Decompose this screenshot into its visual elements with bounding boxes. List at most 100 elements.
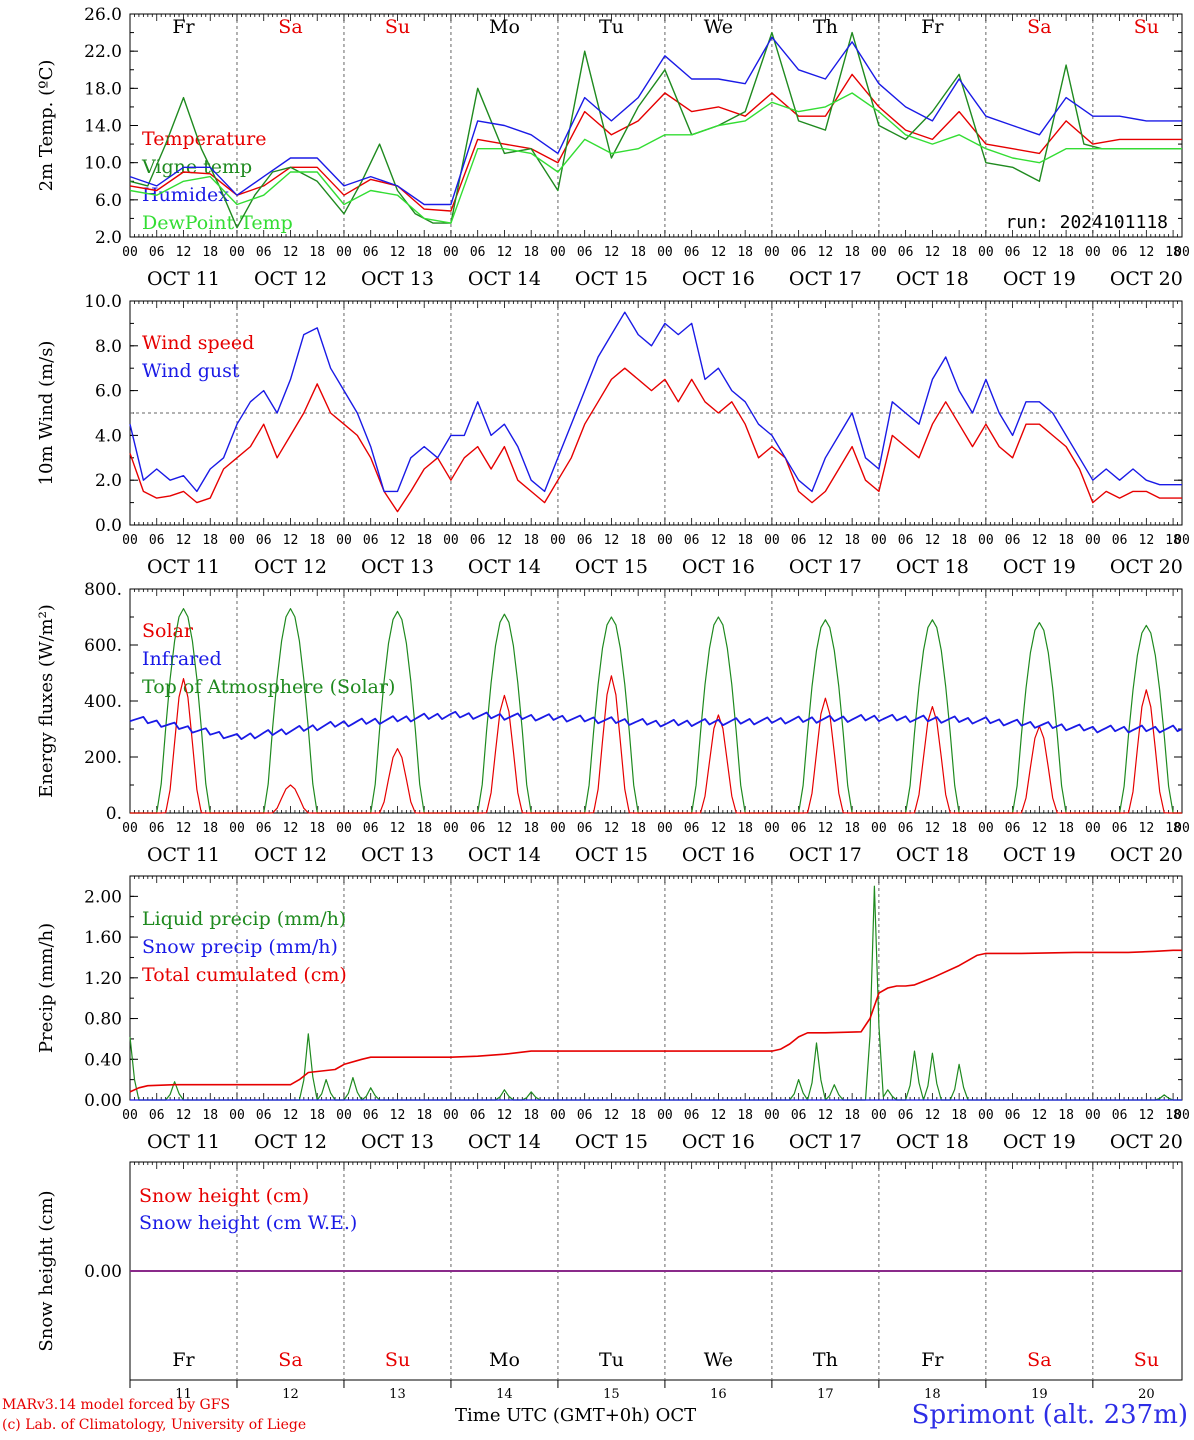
x-hour-label: 00: [122, 821, 138, 836]
x-hour-label: 00: [550, 1108, 566, 1123]
x-hour-label: 12: [497, 245, 513, 260]
x-hour-label: 18: [844, 1108, 860, 1123]
x-hour-label: 00: [550, 821, 566, 836]
y-axis-label: 10m Wind (m/s): [36, 341, 57, 486]
x-hour-label: 06: [791, 533, 807, 548]
x-hour-label: 12: [711, 533, 727, 548]
day-name-label: Th: [813, 1349, 838, 1371]
x-hour-label: 00: [1085, 1108, 1101, 1123]
x-hour-label: 12: [176, 533, 192, 548]
x-date-label: OCT 16: [682, 268, 755, 290]
x-date-label: OCT 15: [575, 268, 648, 290]
x-hour-label: 00: [1085, 245, 1101, 260]
x-hour-label: 00: [229, 533, 245, 548]
x-hour-label: 06: [684, 821, 700, 836]
x-hour-label: 12: [1032, 821, 1048, 836]
x-hour-label: 12: [390, 1108, 406, 1123]
x-hour-label: 06: [1112, 1108, 1128, 1123]
legend-entry: Liquid precip (mm/h): [142, 908, 346, 930]
x-hour-label: 06: [898, 1108, 914, 1123]
x-hour-label: 06: [1005, 533, 1021, 548]
x-hour-label: 00: [871, 821, 887, 836]
x-date-label: OCT 19: [1003, 268, 1076, 290]
x-hour-label: 00: [443, 821, 459, 836]
x-hour-label: 00: [978, 821, 994, 836]
x-hour-label: 06: [470, 533, 486, 548]
legend-entry: Snow height (cm): [139, 1185, 309, 1207]
series-toa-line: [130, 607, 1182, 814]
x-hour-label: 12: [818, 533, 834, 548]
run-label: run: 2024101118: [1005, 212, 1168, 233]
x-hour-label: 18: [737, 533, 753, 548]
x-date-label: OCT 12: [254, 268, 327, 290]
day-number-label: 15: [603, 1387, 620, 1402]
x-date-label: OCT 19: [1003, 1131, 1076, 1153]
series-infrared-line: [129, 710, 1183, 740]
x-hour-label: 06: [791, 245, 807, 260]
legend-entry: Temperature: [142, 128, 266, 150]
x-hour-label: 12: [818, 245, 834, 260]
x-hour-label: 12: [925, 821, 941, 836]
day-number-label: 14: [496, 1387, 513, 1402]
x-hour-label: 12: [1032, 245, 1048, 260]
x-hour-label: 00: [336, 245, 352, 260]
x-hour-label: 18: [309, 1108, 325, 1123]
legend-entry: Wind speed: [142, 332, 254, 354]
x-hour-label: 18: [951, 821, 967, 836]
legend-entry: Top of Atmosphere (Solar): [142, 676, 395, 698]
x-date-label: OCT 18: [896, 268, 969, 290]
day-name-label: Sa: [278, 1349, 302, 1371]
x-hour-label: 18: [523, 1108, 539, 1123]
x-hour-label: 06: [149, 821, 165, 836]
x-hour-label: 18: [309, 245, 325, 260]
x-hour-label: 06: [256, 533, 272, 548]
x-hour-label: 12: [497, 821, 513, 836]
day-name-label: Su: [385, 16, 410, 38]
x-hour-label: 18: [951, 245, 967, 260]
x-hour-label: 18: [416, 533, 432, 548]
x-hour-label: 06: [256, 245, 272, 260]
x-hour-label: 00: [443, 245, 459, 260]
x-date-label: OCT 17: [789, 844, 862, 866]
x-date-label: OCT 18: [896, 556, 969, 578]
series-wind-1-line: [129, 311, 1182, 493]
x-hour-label: 06: [470, 821, 486, 836]
y-tick-label: 400.: [84, 692, 122, 712]
x-date-label: OCT 11: [147, 556, 220, 578]
x-hour-label: 06: [791, 821, 807, 836]
day-name-label: Su: [1134, 16, 1159, 38]
day-name-label: We: [704, 1349, 733, 1371]
day-number-label: 13: [389, 1387, 406, 1402]
legend-entry: Total cumulated (cm): [142, 964, 347, 986]
x-hour-label: 06: [256, 1108, 272, 1123]
panel-flux: 0. 200. 400. 600. 800. Energy fluxes (W/m²) 00…: [36, 580, 1190, 866]
x-hour-label: 00: [978, 533, 994, 548]
x-hour-label: 00: [871, 533, 887, 548]
x-hour-label: 12: [497, 1108, 513, 1123]
x-hour-label: 00: [1174, 1108, 1190, 1123]
x-hour-label: 18: [630, 821, 646, 836]
x-hour-label: 18: [523, 821, 539, 836]
x-hour-label: 18: [309, 821, 325, 836]
x-hour-label: 18: [844, 533, 860, 548]
day-name-label: Fr: [172, 1349, 195, 1371]
x-hour-label: 00: [657, 245, 673, 260]
x-date-label: OCT 19: [1003, 844, 1076, 866]
x-date-label: OCT 11: [147, 268, 220, 290]
x-date-label: OCT 20: [1110, 556, 1183, 578]
x-date-label: OCT 20: [1110, 268, 1183, 290]
x-hour-label: 12: [604, 821, 620, 836]
x-date-label: OCT 16: [682, 844, 755, 866]
x-date-label: OCT 12: [254, 1131, 327, 1153]
x-date-label: OCT 17: [789, 268, 862, 290]
y-tick-label: 0.00: [84, 1262, 122, 1282]
y-tick-label: 0.40: [84, 1050, 122, 1070]
y-axis-label: Snow height (cm): [36, 1190, 57, 1351]
x-hour-label: 00: [122, 245, 138, 260]
x-hour-label: 18: [1165, 245, 1181, 260]
x-hour-label: 00: [336, 533, 352, 548]
x-hour-label: 06: [791, 1108, 807, 1123]
series-total-cumulated-line: [129, 949, 1182, 1093]
x-hour-label: 12: [925, 245, 941, 260]
x-hour-label: 12: [711, 821, 727, 836]
